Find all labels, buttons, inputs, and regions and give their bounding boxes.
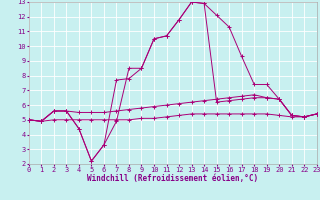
X-axis label: Windchill (Refroidissement éolien,°C): Windchill (Refroidissement éolien,°C) — [87, 174, 258, 183]
